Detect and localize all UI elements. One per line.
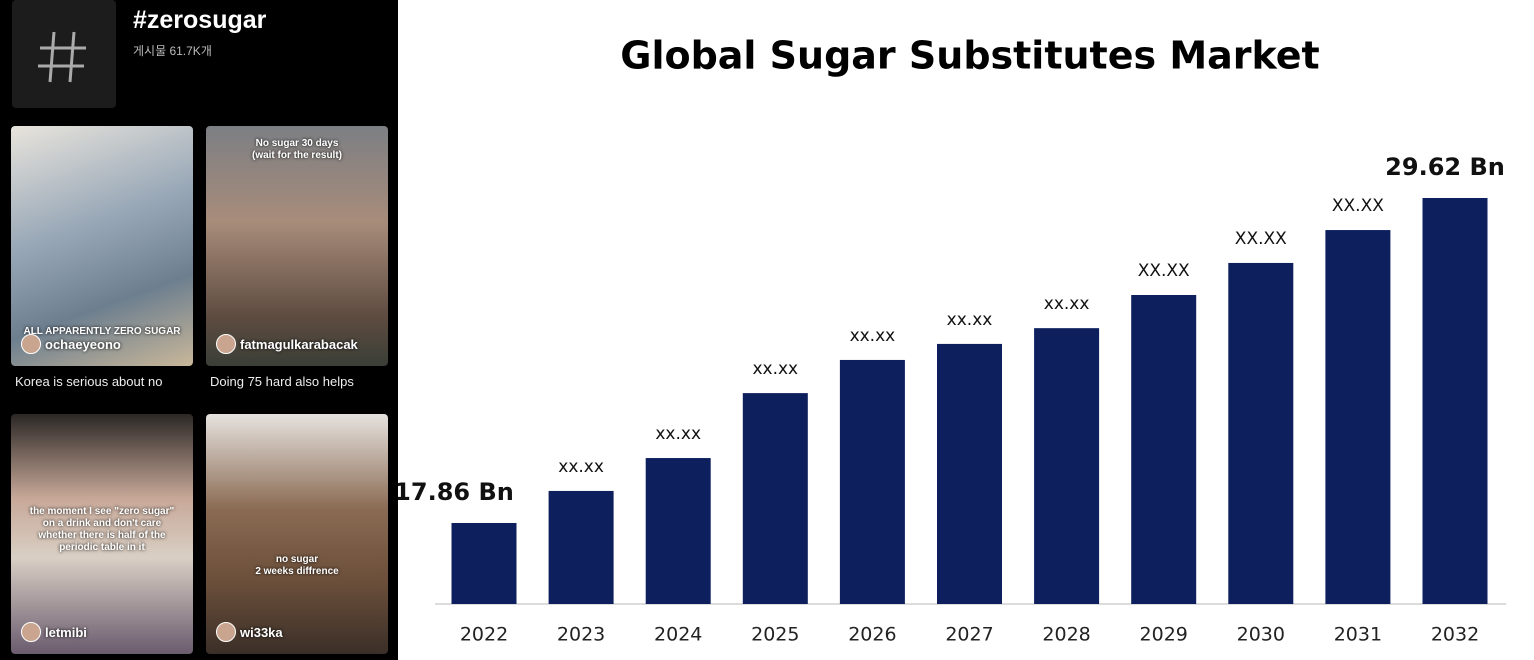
data-label: xx.xx xyxy=(752,359,798,379)
bar xyxy=(839,359,905,604)
data-label: xx.xx xyxy=(947,310,993,330)
overlay-text: whether there is half of the xyxy=(38,530,166,541)
hash-symbol xyxy=(38,31,86,83)
username-text: letmibi xyxy=(45,624,87,640)
overlay-text: periodic table in it xyxy=(59,542,145,553)
post-card[interactable]: No sugar 30 days (wait for the result) fat… xyxy=(206,126,388,366)
data-label: xx.xx xyxy=(558,457,604,477)
overlay-text: no sugar xyxy=(275,554,319,565)
post-card[interactable]: ALL APPARENTLY ZERO SUGAR ochaeyeono xyxy=(11,126,193,366)
bar xyxy=(1034,328,1100,604)
post-card[interactable]: the moment I see "zero sugar" on a drink … xyxy=(11,414,193,654)
overlay-text: ALL APPARENTLY ZERO SUGAR xyxy=(23,326,181,337)
username: ochaeyeono xyxy=(21,334,121,354)
overlay-text: No sugar 30 days xyxy=(255,138,339,149)
username: wi33ka xyxy=(216,622,283,642)
hashtag-icon xyxy=(12,0,116,108)
x-tick-label: 2032 xyxy=(1431,624,1479,646)
data-label: xx.xx xyxy=(1044,294,1090,314)
x-tick-label: 2029 xyxy=(1140,624,1188,646)
data-label: XX.XX xyxy=(1138,261,1190,281)
data-label: xx.xx xyxy=(850,326,896,346)
x-tick-label: 2024 xyxy=(654,624,702,646)
bar xyxy=(1228,262,1294,604)
username-text: ochaeyeono xyxy=(45,336,121,352)
x-tick-label: 2028 xyxy=(1042,624,1090,646)
username-text: wi33ka xyxy=(240,624,283,640)
username: letmibi xyxy=(21,622,87,642)
bar xyxy=(937,343,1002,604)
bar xyxy=(548,490,614,604)
overlay-text: the moment I see "zero sugar" xyxy=(29,506,175,517)
hashtag-title: #zerosugar xyxy=(133,6,267,34)
post-count: 게시물 61.7K개 xyxy=(133,44,212,58)
caption: Korea is serious about no xyxy=(15,374,163,389)
x-tick-label: 2023 xyxy=(557,624,605,646)
avatar xyxy=(21,622,41,642)
bar xyxy=(1325,230,1391,605)
username: fatmagulkarabacak xyxy=(216,334,358,354)
chart-title: Global Sugar Substitutes Market xyxy=(620,34,1319,78)
overlay-text: (wait for the result) xyxy=(251,150,342,161)
data-label: xx.xx xyxy=(655,424,701,444)
x-tick-label: 2022 xyxy=(460,624,508,646)
bar xyxy=(451,523,517,604)
x-tick-label: 2027 xyxy=(945,624,993,646)
post-card[interactable]: no sugar 2 weeks diffrence wi33ka xyxy=(206,414,388,654)
overlay-text: 2 weeks diffrence xyxy=(255,566,339,577)
x-tick-label: 2026 xyxy=(848,624,896,646)
avatar xyxy=(21,334,41,354)
caption: Doing 75 hard also helps xyxy=(210,374,354,389)
x-tick-label: 2025 xyxy=(751,624,799,646)
data-label: XX.XX xyxy=(1235,229,1287,249)
bar xyxy=(1422,198,1488,604)
chart: Global Sugar Substitutes Market 2022 17.8… xyxy=(398,34,1506,646)
bar xyxy=(742,393,808,604)
bar xyxy=(645,458,711,604)
data-label: XX.XX xyxy=(1332,196,1384,216)
x-tick-label: 2030 xyxy=(1237,624,1285,646)
bar xyxy=(1131,295,1197,604)
username-text: fatmagulkarabacak xyxy=(240,336,358,352)
avatar xyxy=(216,334,236,354)
avatar xyxy=(216,622,236,642)
overlay-text: on a drink and don't care xyxy=(42,518,162,529)
data-label: 29.62 Bn xyxy=(1385,153,1505,181)
data-label: 17.86 Bn xyxy=(398,478,514,506)
feed-panel: #zerosugar 게시물 61.7K개 ALL APPARENTLY ZER… xyxy=(0,0,398,660)
x-tick-label: 2031 xyxy=(1334,624,1382,646)
